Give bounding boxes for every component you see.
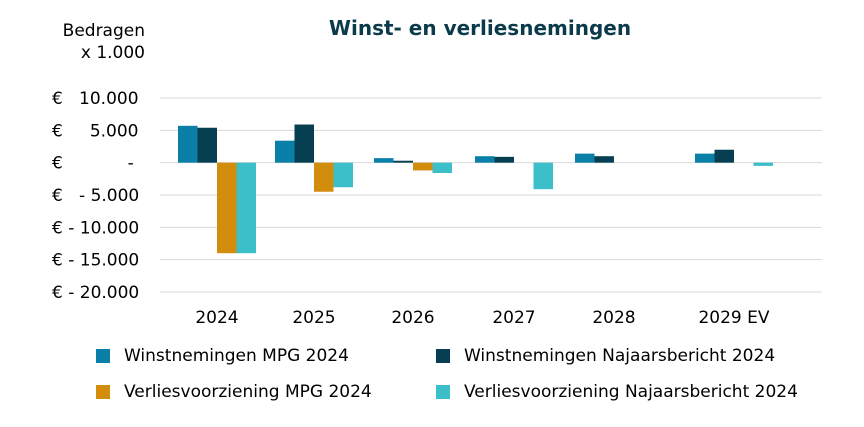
bar <box>695 153 715 163</box>
legend-swatch <box>436 349 450 363</box>
legend: Winstnemingen MPG 2024 Winstnemingen Naja… <box>96 346 836 402</box>
legend-entry: Verliesvoorziening Najaarsbericht 2024 <box>436 382 836 402</box>
bar <box>594 156 614 163</box>
bar <box>374 158 394 163</box>
legend-swatch <box>96 385 110 399</box>
bar <box>714 149 734 163</box>
bar <box>432 162 452 174</box>
bar <box>178 125 198 163</box>
legend-label: Verliesvoorziening MPG 2024 <box>124 382 372 402</box>
bar <box>236 162 256 254</box>
y-tick-label: € 5.000 <box>52 121 139 141</box>
x-tick-label: 2024 <box>195 308 238 328</box>
x-tick-label: 2025 <box>292 308 335 328</box>
bar <box>275 140 295 163</box>
y-unit-label-line-2: x 1.000 <box>81 43 145 63</box>
y-tick-label: € - <box>52 154 134 174</box>
bar <box>333 162 353 188</box>
legend-swatch <box>436 385 450 399</box>
bar <box>413 162 433 171</box>
bar <box>217 162 237 254</box>
x-tick-label: 2027 <box>492 308 535 328</box>
bars <box>178 124 773 254</box>
bar <box>494 156 514 163</box>
bar <box>314 162 334 192</box>
grid-lines <box>160 97 822 293</box>
bar <box>294 124 314 163</box>
bar <box>575 153 595 163</box>
y-unit-label-line-1: Bedragen <box>63 21 145 41</box>
y-tick-label: € - 10.000 <box>52 218 139 238</box>
bar-chart: Winst- en verliesnemingen Bedragen x 1.0… <box>52 16 822 328</box>
x-axis-ticks: 2024 2025 2026 2027 2028 2029 EV <box>195 308 770 328</box>
y-tick-label: € - 5.000 <box>52 186 139 206</box>
legend-label: Verliesvoorziening Najaarsbericht 2024 <box>464 382 798 402</box>
chart-title: Winst- en verliesnemingen <box>329 16 631 40</box>
bar <box>753 162 773 166</box>
bar <box>475 156 495 163</box>
legend-label: Winstnemingen MPG 2024 <box>124 346 349 366</box>
legend-entry: Winstnemingen MPG 2024 <box>96 346 436 366</box>
legend-entry: Winstnemingen Najaarsbericht 2024 <box>436 346 836 366</box>
legend-label: Winstnemingen Najaarsbericht 2024 <box>464 346 776 366</box>
x-tick-label: 2028 <box>592 308 635 328</box>
x-tick-label: 2029 EV <box>698 308 769 328</box>
bar <box>533 162 553 190</box>
legend-entry: Verliesvoorziening MPG 2024 <box>96 382 436 402</box>
y-axis-ticks: € 10.000 € 5.000 € - € - 5.000 € - 10.000 € -… <box>52 89 139 303</box>
y-tick-label: € 10.000 <box>52 89 139 109</box>
x-tick-label: 2026 <box>391 308 434 328</box>
bar <box>393 160 413 163</box>
y-tick-label: € - 20.000 <box>52 283 139 303</box>
y-tick-label: € - 15.000 <box>52 251 139 271</box>
legend-swatch <box>96 349 110 363</box>
bar <box>197 127 217 163</box>
